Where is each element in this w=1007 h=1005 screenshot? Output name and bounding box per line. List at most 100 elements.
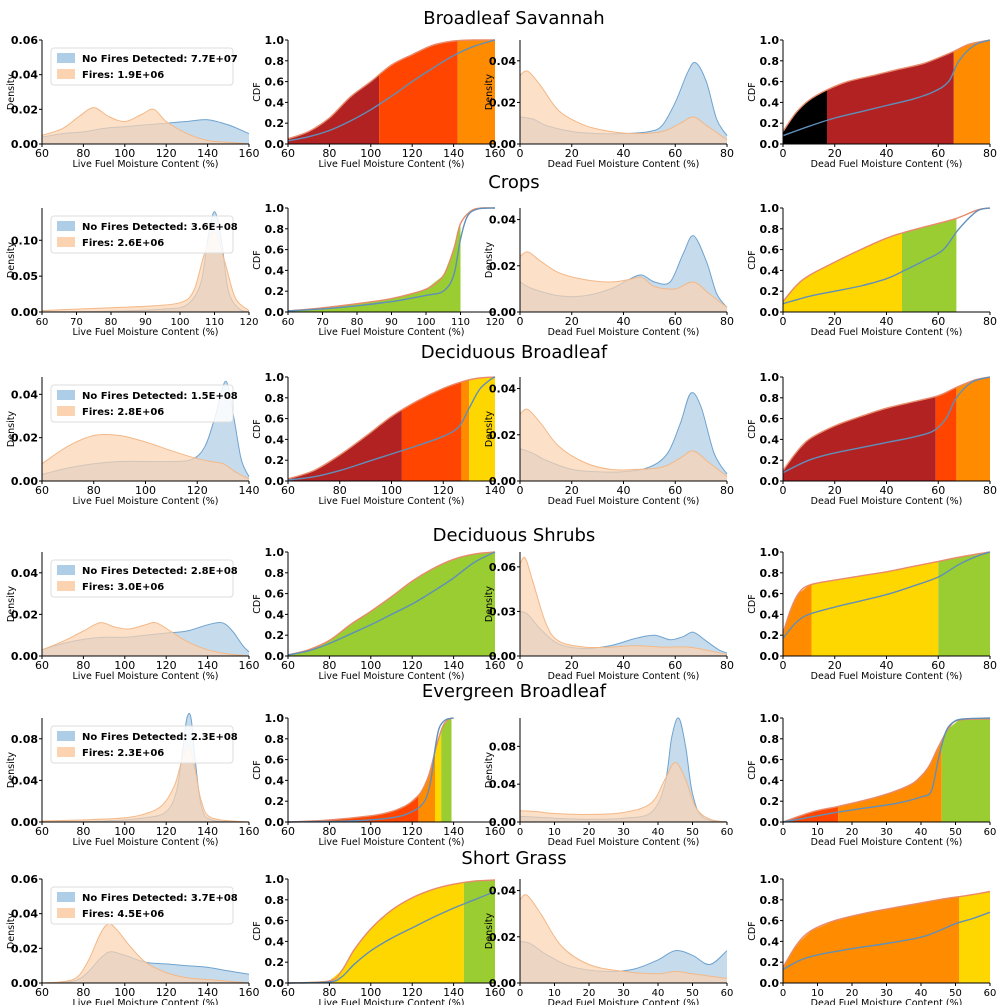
x-tick-label: 80 [76,825,90,838]
legend: No Fires Detected: 3.6E+08 Fires: 2.6E+06 [50,215,238,254]
y-tick-label: 0.0 [265,816,285,829]
x-tick-label: 60 [668,147,682,160]
x-tick-label: 40 [652,827,665,838]
cdf-band-orange [783,896,959,983]
cdf-band-orange [953,40,990,144]
fires-cdf-line [287,717,454,823]
x-tick-label: 50 [949,988,962,999]
no-fires-cdf-line [782,717,991,823]
y-tick-label: 0.02 [489,429,516,442]
cdf-panel-dead: 0 20 40 60 80 0.0 0.2 0.4 0.6 0.8 1.0 Dead Fuel Moi… [747,371,997,507]
x-tick-label: 60 [35,484,49,497]
x-tick-label: 60 [282,317,295,328]
cdf-band-darkred [288,410,402,481]
x-axis-label: Dead Fuel Moisture Content (%) [548,159,700,170]
x-tick-label: 80 [720,484,734,497]
legend-label-fires: Fires: 1.9E+06 [82,70,164,81]
fires-density-line [41,621,250,657]
row-title: Broadleaf Savannah [423,8,604,29]
y-tick-label: 0.00 [489,816,516,829]
x-tick-label: 40 [617,484,631,497]
cdf-band-yellow [811,561,939,656]
x-axis-label: Dead Fuel Moisture Content (%) [811,671,963,682]
x-tick-label: 140 [485,484,506,497]
x-tick-label: 10 [548,988,561,999]
x-tick-label: 80 [322,147,336,160]
x-tick-label: 120 [402,147,423,160]
x-tick-label: 60 [281,484,295,497]
y-axis-label: CDF [747,594,758,613]
x-tick-label: 140 [443,659,464,672]
x-axis-label: Live Fuel Moisture Content (%) [318,998,464,1005]
y-tick-label: 0.8 [760,392,780,405]
x-tick-label: 60 [281,986,295,999]
fires-cdf-line [782,551,991,634]
legend-label-fires: Fires: 2.8E+06 [82,407,164,418]
x-tick-label: 120 [402,659,423,672]
no-fires-density-area [520,392,727,481]
y-axis-label: Density [6,752,17,788]
legend-label-no-fires: No Fires Detected: 3.6E+08 [82,222,238,233]
y-tick-label: 0.04 [11,908,38,921]
y-tick-label: 1.0 [265,202,285,215]
x-tick-label: 160 [485,825,506,838]
y-tick-label: 0.00 [489,650,516,663]
legend-label-fires: Fires: 2.3E+06 [82,748,164,759]
y-tick-label: 0.04 [489,885,516,898]
x-tick-label: 100 [360,986,381,999]
y-tick-label: 1.0 [760,712,780,725]
y-tick-label: 0.4 [760,935,780,948]
legend-frame [50,384,234,423]
cdf-band-yellow [435,731,442,822]
x-tick-label: 100 [114,825,135,838]
legend-label-fires: Fires: 3.0E+06 [82,582,164,593]
x-tick-label: 140 [197,147,218,160]
x-tick-label: 50 [949,827,962,838]
no-fires-density-area [520,62,727,144]
fires-density-area [520,251,727,312]
fires-density-area [42,107,249,144]
y-tick-label: 0.06 [489,561,516,574]
fires-density-line [519,251,728,308]
legend-swatch-no-fires [57,53,75,63]
x-tick-label: 60 [931,484,945,497]
x-tick-label: 0 [780,988,786,999]
no-fires-cdf-line [782,39,991,137]
x-tick-label: 20 [828,315,842,328]
y-tick-label: 0.6 [265,413,285,426]
x-tick-label: 20 [828,147,842,160]
y-tick-label: 0.10 [11,234,38,247]
density-panel-dead: 0 20 40 60 80 0.00 0.02 0.04 Dead Fuel Moisture … [484,40,734,170]
density-panel-dead: 0 20 40 60 80 0.00 0.02 0.04 Dead Fuel Moisture … [484,208,734,338]
y-tick-label: 0.4 [265,608,285,621]
y-tick-label: 0.2 [760,285,780,298]
fires-density-line [41,433,250,480]
fires-density-line [519,556,728,655]
no-fires-cdf-line [287,207,496,312]
y-tick-label: 0.2 [265,117,285,130]
y-tick-label: 0.8 [265,392,285,405]
density-panel-live: 60 80 100 120 140 0.00 0.02 0.04 Live Fuel Moist… [6,377,260,507]
cdf-band-green [288,223,461,312]
y-tick-label: 0.02 [489,260,516,273]
y-axis-label: CDF [747,82,758,101]
y-tick-label: 0.0 [760,138,780,151]
y-tick-label: 1.0 [760,546,780,559]
x-axis-label: Dead Fuel Moisture Content (%) [811,159,963,170]
y-tick-label: 0.4 [760,608,780,621]
y-tick-label: 0.02 [11,103,38,116]
x-tick-label: 110 [205,317,224,328]
x-axis-label: Live Fuel Moisture Content (%) [72,159,218,170]
row-title: Crops [488,172,539,193]
x-tick-label: 100 [114,659,135,672]
x-tick-label: 80 [983,659,997,672]
y-tick-label: 0.0 [760,306,780,319]
y-tick-label: 0.04 [11,567,38,580]
x-tick-label: 50 [686,827,699,838]
y-tick-label: 0.00 [11,306,38,319]
y-axis-label: CDF [252,82,263,101]
x-tick-label: 40 [617,147,631,160]
legend-swatch-fires [57,69,75,79]
x-axis-label: Live Fuel Moisture Content (%) [318,496,464,507]
y-tick-label: 0.0 [265,138,285,151]
